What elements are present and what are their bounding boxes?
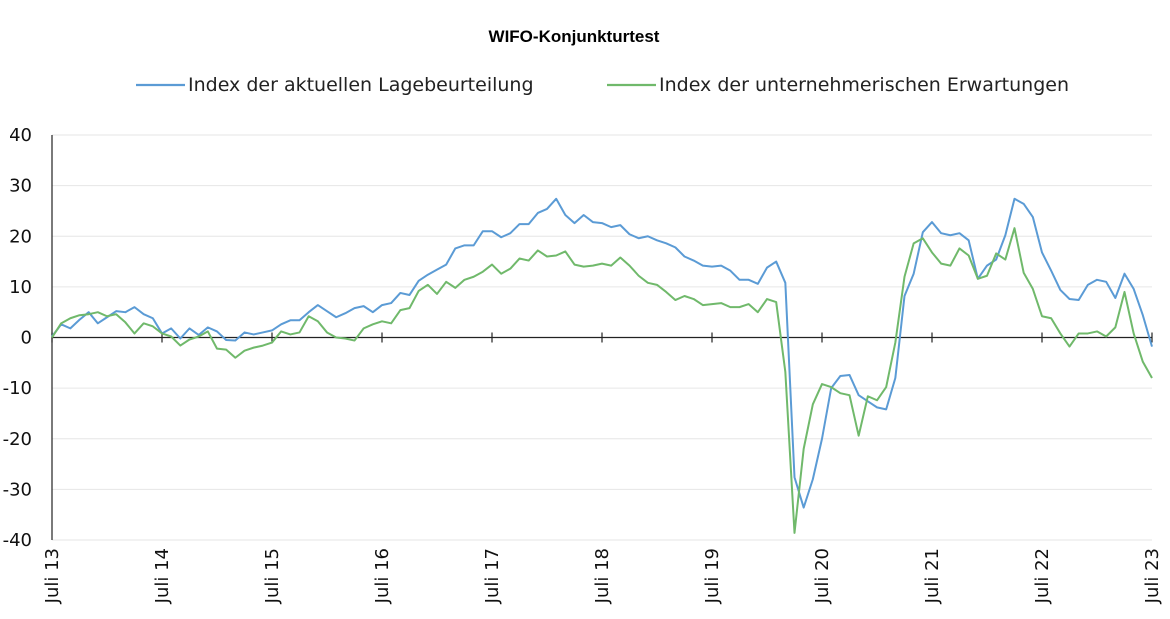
x-tick-label: Juli 15: [262, 548, 283, 604]
x-tick-label: Juli 16: [372, 548, 393, 604]
y-tick-label: -30: [3, 479, 32, 500]
x-tick-label: Juli 22: [1032, 548, 1053, 604]
y-tick-label: 10: [9, 277, 32, 298]
y-tick-label: 30: [9, 176, 32, 197]
y-tick-label: 40: [9, 125, 32, 146]
series-lines: [51, 197, 1153, 534]
x-tick-label: Juli 21: [922, 548, 943, 604]
y-tick-label: 20: [9, 226, 32, 247]
x-axis: Juli 13 Juli 14 Juli 15 Juli 16 Juli 17 Juli …: [42, 332, 1163, 604]
y-tick-label: 0: [21, 328, 32, 349]
y-tick-label: -20: [3, 429, 32, 450]
y-tick-label: -10: [3, 378, 32, 399]
x-tick-label: Juli 20: [812, 548, 833, 604]
x-tick-label: Juli 18: [592, 548, 613, 604]
legend-label-erwartungen: Index der unternehmerischen Erwartungen: [659, 74, 1069, 96]
legend: Index der aktuellen Lagebeurteilung Inde…: [136, 74, 1069, 96]
y-axis: 40 30 20 10 0 -10 -20 -30 -40: [3, 125, 53, 551]
x-tick-label: Juli 13: [42, 548, 63, 604]
legend-label-lage: Index der aktuellen Lagebeurteilung: [188, 74, 534, 96]
x-tick-label: Juli 23: [1142, 548, 1163, 604]
x-tick-label: Juli 17: [482, 548, 503, 604]
x-tick-label: Juli 14: [152, 548, 173, 604]
series-line-1: [51, 227, 1153, 534]
series-line-0: [51, 197, 1153, 509]
x-tick-label: Juli 19: [702, 548, 723, 604]
gridlines: [52, 134, 1152, 541]
y-tick-label: -40: [3, 530, 32, 551]
chart-title: WIFO-Konjunkturtest: [489, 27, 660, 46]
